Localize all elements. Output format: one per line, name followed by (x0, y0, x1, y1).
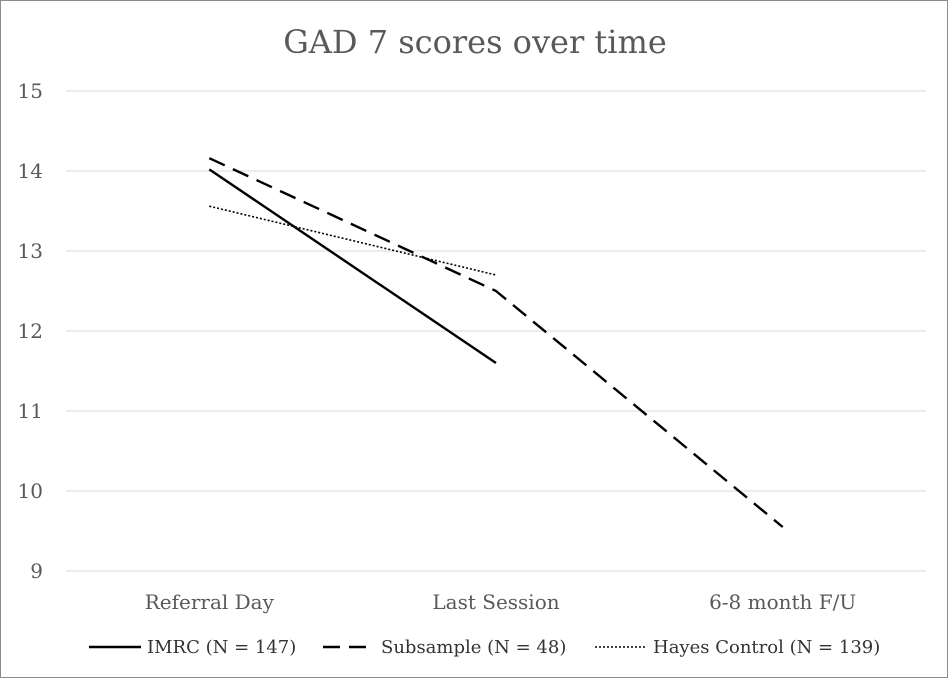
x-tick-label: 6-8 month F/U (709, 590, 856, 614)
y-tick-label: 9 (30, 559, 43, 583)
y-tick-label: 12 (18, 319, 43, 343)
y-tick-label: 10 (18, 479, 43, 503)
y-tick-label: 11 (18, 399, 43, 423)
legend-label: Hayes Control (N = 139) (653, 637, 880, 658)
legend-label: IMRC (N = 147) (147, 637, 296, 658)
y-tick-label: 15 (18, 79, 43, 103)
chart-title: GAD 7 scores over time (283, 23, 667, 61)
y-tick-label: 13 (18, 239, 43, 263)
y-tick-label: 14 (18, 159, 43, 183)
x-tick-label: Referral Day (145, 590, 275, 614)
series-line-2 (208, 157, 784, 528)
legend-label: Subsample (N = 48) (381, 637, 566, 658)
series-line-1 (208, 168, 497, 364)
x-tick-label: Last Session (432, 590, 559, 614)
series-line-3 (209, 205, 497, 276)
